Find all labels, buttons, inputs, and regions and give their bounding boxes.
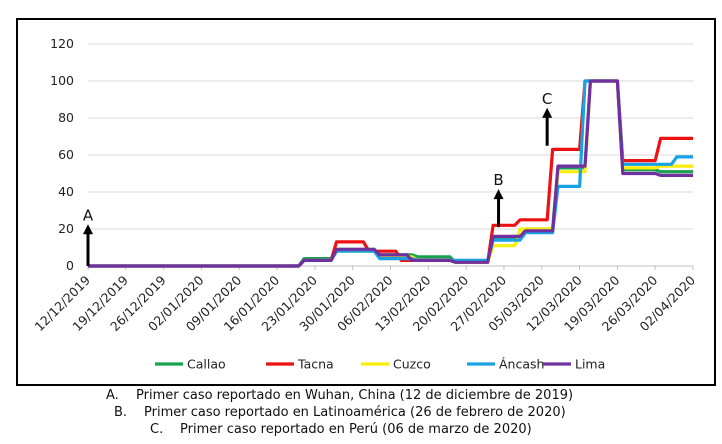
legend-label: Cuzco [393, 357, 431, 372]
annotation-label: A [83, 206, 94, 224]
grid-lines [88, 43, 693, 230]
legend: Callao Tacna Cuzco Áncash Lima [155, 357, 605, 372]
series-line-áncash [88, 79, 693, 268]
legend-label: Lima [575, 357, 605, 372]
series-line-callao [88, 79, 693, 268]
y-tick-label: 0 [66, 258, 74, 273]
line-chart: 0 20 40 60 80 100 120 12/12/201919/12/201926/1… [32, 36, 699, 372]
y-axis-ticks: 0 20 40 60 80 100 120 [50, 36, 74, 273]
annotations: A B C [83, 90, 553, 266]
chart-frame: 0 20 40 60 80 100 120 12/12/2019 19/12/2019 26/1… [16, 18, 716, 386]
y-tick-label: 100 [50, 73, 74, 88]
x-axis: 12/12/201919/12/201926/12/201902/01/2020… [32, 265, 698, 334]
footnote-b-text: Primer caso reportado en Latinoamérica (… [144, 405, 566, 420]
footnote-a: A. Primer caso reportado en Wuhan, China … [106, 388, 573, 403]
series-lines [88, 79, 693, 268]
annotation-arrow-head [493, 189, 504, 200]
y-tick-label: 120 [50, 36, 74, 51]
legend-label: Callao [187, 357, 226, 372]
y-tick-label: 60 [58, 147, 74, 162]
annotation-arrow-head [542, 107, 553, 118]
series-line-cuzco [88, 79, 693, 268]
footnote-a-letter: A. [106, 388, 119, 403]
footnote-c-text: Primer caso reportado en Perú (06 de mar… [180, 422, 532, 437]
annotation-label: B [493, 171, 503, 189]
series-line-tacna [88, 79, 693, 268]
footnote-c: C. Primer caso reportado en Perú (06 de m… [150, 422, 532, 437]
series-line-lima [88, 79, 693, 268]
y-tick-label: 20 [58, 221, 74, 236]
annotation-label: C [542, 90, 552, 108]
y-tick-label: 40 [58, 184, 74, 199]
footnote-a-text: Primer caso reportado en Wuhan, China (1… [136, 388, 574, 403]
annotation-arrow-head [83, 224, 93, 235]
legend-label: Tacna [297, 357, 334, 372]
legend-label: Áncash [499, 357, 544, 372]
footnote-c-letter: C. [150, 422, 164, 437]
footnote-b: B. Primer caso reportado en Latinoamérica… [114, 405, 566, 420]
y-tick-label: 80 [58, 110, 74, 125]
footnote-b-letter: B. [114, 405, 128, 420]
